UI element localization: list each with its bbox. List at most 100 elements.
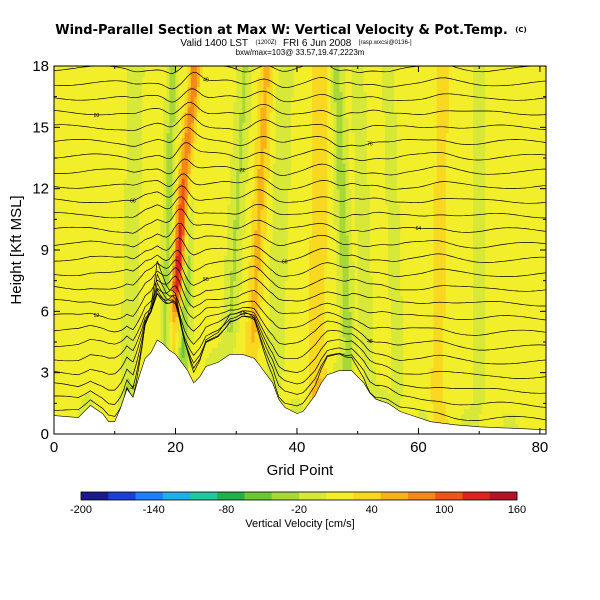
velocity-cell bbox=[208, 357, 213, 364]
velocity-cell bbox=[214, 311, 219, 318]
velocity-cell bbox=[254, 285, 259, 292]
velocity-cell bbox=[333, 275, 338, 282]
velocity-cell bbox=[129, 377, 134, 384]
velocity-cell bbox=[293, 301, 298, 307]
velocity-cell bbox=[342, 306, 347, 312]
velocity-cell bbox=[445, 285, 450, 292]
velocity-cell bbox=[494, 372, 499, 379]
velocity-cell bbox=[275, 352, 280, 358]
velocity-cell bbox=[269, 372, 274, 379]
velocity-cell bbox=[403, 342, 407, 348]
velocity-cell bbox=[227, 347, 231, 353]
velocity-cell bbox=[539, 290, 544, 297]
velocity-cell bbox=[470, 418, 474, 425]
velocity-cell bbox=[494, 382, 499, 389]
velocity-cell bbox=[129, 285, 134, 292]
velocity-cell bbox=[117, 326, 122, 333]
velocity-cell bbox=[90, 301, 95, 307]
velocity-cell bbox=[342, 316, 347, 323]
velocity-cell bbox=[172, 306, 177, 312]
velocity-cell bbox=[126, 357, 131, 364]
velocity-cell bbox=[470, 331, 474, 338]
velocity-cell bbox=[509, 352, 514, 358]
velocity-cell bbox=[272, 301, 277, 307]
velocity-cell bbox=[506, 408, 511, 415]
velocity-cell bbox=[503, 367, 508, 374]
velocity-cell bbox=[272, 275, 277, 282]
velocity-cell bbox=[96, 372, 101, 379]
velocity-cell bbox=[506, 377, 511, 384]
velocity-cell bbox=[375, 275, 380, 282]
velocity-cell bbox=[309, 285, 313, 292]
velocity-cell bbox=[388, 285, 392, 292]
velocity-cell bbox=[193, 352, 198, 358]
velocity-cell bbox=[524, 301, 529, 307]
velocity-cell bbox=[409, 336, 413, 343]
velocity-cell bbox=[372, 362, 377, 369]
velocity-cell bbox=[60, 372, 64, 379]
velocity-cell bbox=[382, 296, 386, 302]
velocity-cell bbox=[287, 280, 292, 287]
velocity-cell bbox=[312, 372, 316, 379]
velocity-cell bbox=[105, 367, 110, 374]
velocity-cell bbox=[464, 280, 468, 287]
velocity-cell bbox=[129, 367, 134, 374]
velocity-cell bbox=[178, 357, 183, 364]
velocity-cell bbox=[284, 290, 289, 297]
velocity-cell bbox=[272, 382, 277, 389]
velocity-cell bbox=[60, 382, 64, 389]
velocity-cell bbox=[102, 393, 107, 399]
velocity-cell bbox=[488, 316, 492, 323]
velocity-cell bbox=[485, 285, 489, 292]
velocity-cell bbox=[236, 336, 240, 343]
velocity-cell bbox=[96, 362, 101, 369]
velocity-cell bbox=[485, 357, 489, 364]
velocity-cell bbox=[303, 403, 307, 410]
velocity-cell bbox=[400, 362, 404, 369]
velocity-cell bbox=[439, 296, 444, 302]
velocity-cell bbox=[157, 280, 161, 287]
velocity-cell bbox=[497, 311, 502, 318]
velocity-cell bbox=[196, 357, 201, 364]
velocity-cell bbox=[96, 388, 101, 394]
velocity-cell bbox=[312, 311, 316, 318]
velocity-cell bbox=[126, 285, 131, 292]
velocity-cell bbox=[442, 285, 447, 292]
velocity-cell bbox=[290, 403, 295, 410]
velocity-cell bbox=[539, 352, 544, 358]
velocity-cell bbox=[184, 336, 189, 343]
velocity-cell bbox=[491, 367, 495, 374]
velocity-cell bbox=[482, 413, 486, 420]
velocity-cell bbox=[536, 362, 541, 369]
velocity-cell bbox=[530, 423, 535, 430]
velocity-cell bbox=[290, 362, 295, 369]
velocity-cell bbox=[205, 336, 210, 343]
velocity-cell bbox=[166, 306, 171, 312]
velocity-cell bbox=[263, 326, 268, 333]
velocity-cell bbox=[69, 408, 73, 415]
velocity-cell bbox=[388, 347, 392, 353]
velocity-cell bbox=[227, 306, 231, 312]
velocity-cell bbox=[448, 357, 453, 364]
velocity-cell bbox=[63, 398, 67, 404]
velocity-cell bbox=[108, 306, 113, 312]
velocity-cell bbox=[214, 301, 219, 307]
velocity-cell bbox=[99, 326, 104, 333]
velocity-cell bbox=[378, 311, 383, 318]
velocity-cell bbox=[542, 377, 546, 384]
velocity-cell bbox=[454, 372, 459, 379]
velocity-cell bbox=[460, 311, 465, 318]
velocity-cell bbox=[54, 403, 58, 410]
velocity-cell bbox=[497, 418, 502, 425]
velocity-cell bbox=[385, 290, 389, 297]
velocity-cell bbox=[503, 347, 508, 353]
velocity-cell bbox=[348, 326, 353, 333]
velocity-cell bbox=[445, 311, 450, 318]
velocity-cell bbox=[293, 285, 298, 292]
velocity-cell bbox=[485, 393, 489, 399]
velocity-cell bbox=[442, 403, 447, 410]
velocity-cell bbox=[284, 352, 289, 358]
velocity-cell bbox=[442, 398, 447, 404]
velocity-cell bbox=[369, 388, 374, 394]
velocity-cell bbox=[72, 362, 76, 369]
